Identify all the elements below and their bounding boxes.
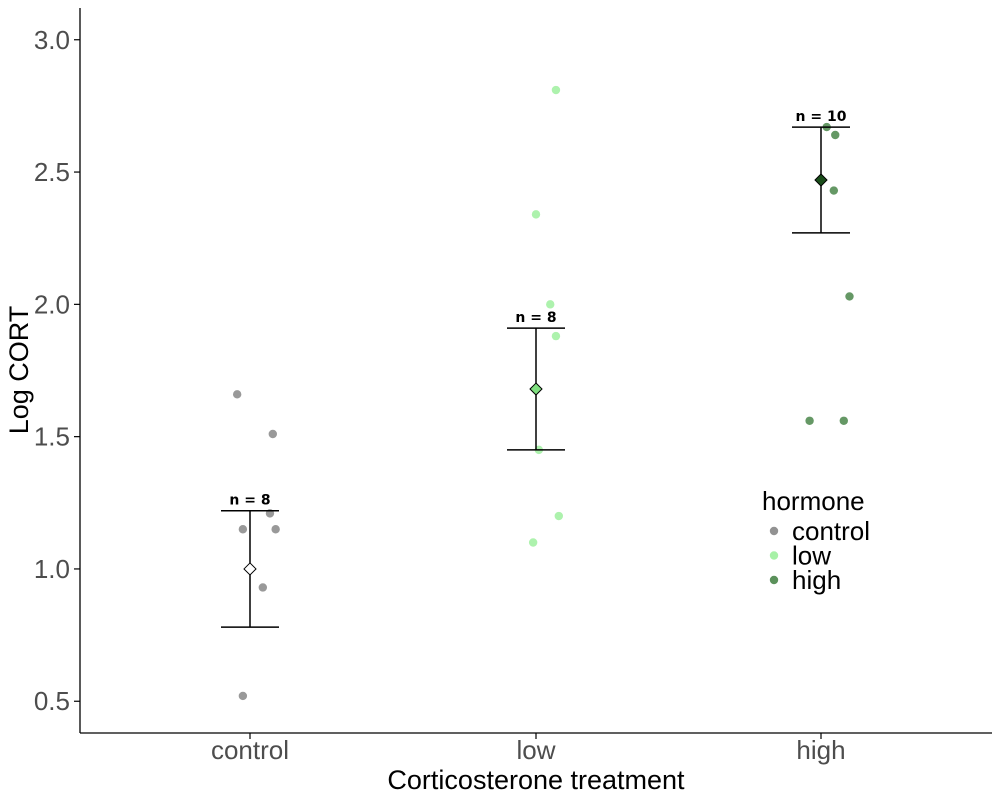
legend-title: hormone (762, 486, 865, 516)
data-point-low (554, 511, 563, 521)
mean-diamond-low (529, 382, 543, 396)
data-point-high (839, 416, 848, 425)
legend-key-high (769, 575, 779, 585)
y-ticks: 0.5 1.0 1.5 2.0 2.5 3.0 (34, 25, 80, 716)
data-point-control (271, 525, 280, 534)
data-point-high (845, 292, 854, 301)
x-axis-title: Corticosterone treatment (387, 765, 685, 795)
data-point-low (531, 210, 541, 219)
y-tick-label: 3.0 (34, 25, 70, 55)
y-tick-label: 1.0 (34, 554, 70, 584)
legend-label-low: low (792, 541, 831, 571)
legend-key-control (769, 526, 779, 536)
data-point-control (268, 429, 277, 439)
legend-key-low (769, 551, 779, 560)
data-point-control (232, 390, 242, 399)
y-tick-label: 2.0 (34, 289, 70, 319)
data-point-low (546, 300, 555, 309)
data-point-control (238, 525, 248, 534)
data-point-control (238, 691, 248, 701)
y-tick-label: 0.5 (34, 686, 70, 716)
x-tick-label: low (516, 735, 555, 765)
data-points (232, 85, 854, 701)
data-point-control (258, 583, 268, 592)
y-tick-label: 1.5 (34, 422, 70, 452)
data-point-high (831, 130, 840, 140)
x-tick-label: high (796, 735, 845, 765)
mean-diamond-control (243, 562, 257, 576)
data-point-low (551, 331, 561, 341)
n-label-control: n = 8 (229, 493, 270, 509)
x-ticks: control low high (211, 733, 846, 765)
legend-label-control: control (792, 516, 870, 546)
x-tick-label: control (211, 735, 289, 765)
n-label-high: n = 10 (796, 109, 847, 125)
data-point-high (829, 186, 839, 195)
legend-label-high: high (792, 565, 841, 595)
y-tick-label: 2.5 (34, 157, 70, 187)
y-axis-title: Log CORT (4, 306, 34, 435)
data-point-low (551, 85, 561, 95)
n-label-low: n = 8 (515, 310, 556, 326)
data-point-low (528, 538, 538, 547)
summary-stats: n = 8 n = 8 n = 10 (221, 109, 850, 628)
data-point-high (805, 416, 814, 425)
mean-diamond-high (814, 173, 828, 187)
